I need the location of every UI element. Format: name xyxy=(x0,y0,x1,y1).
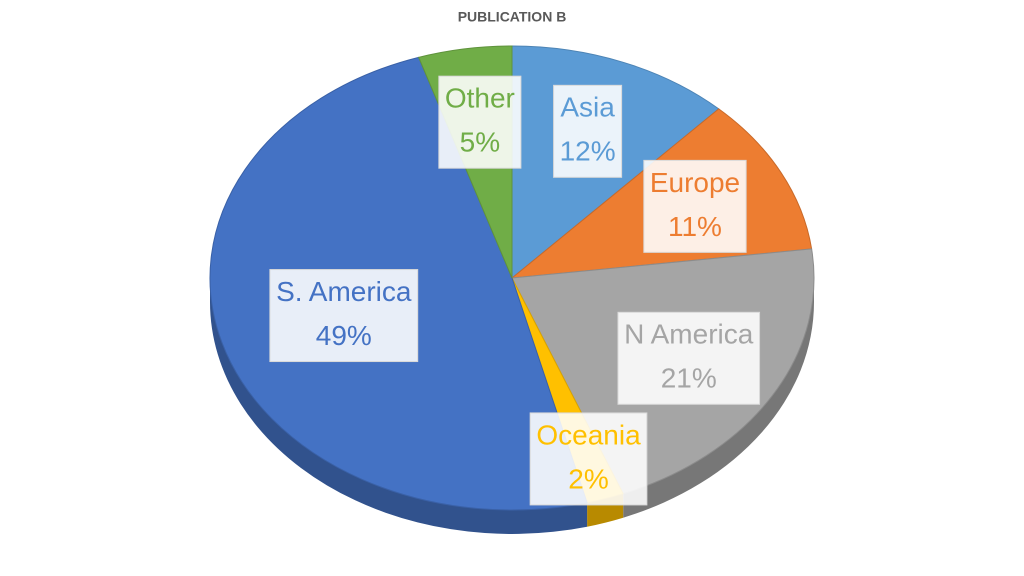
label-box xyxy=(269,269,419,363)
label-value: 12% xyxy=(560,136,616,167)
label-category: Other xyxy=(445,83,515,114)
data-label: Other 5% xyxy=(438,75,522,169)
label-box xyxy=(553,84,623,178)
data-label: Asia 12% xyxy=(553,84,623,178)
label-value: 5% xyxy=(460,127,500,158)
label-value: 49% xyxy=(316,320,372,351)
label-box xyxy=(617,311,761,405)
label-box xyxy=(529,412,648,506)
label-category: Oceania xyxy=(536,419,641,450)
data-label: Oceania 2% xyxy=(529,412,648,506)
label-value: 2% xyxy=(568,463,608,494)
label-box xyxy=(438,75,522,169)
label-category: Asia xyxy=(560,92,615,123)
label-category: S. America xyxy=(276,276,412,307)
data-label: N America 21% xyxy=(617,311,761,405)
data-labels: Asia 12% Europe 11% N America 21% Oceania 2% S. … xyxy=(269,75,761,506)
data-label: S. America 49% xyxy=(269,269,419,363)
data-label: Europe 11% xyxy=(643,159,747,253)
label-value: 11% xyxy=(668,211,722,242)
label-category: N America xyxy=(624,319,754,350)
label-value: 21% xyxy=(661,363,717,394)
chart-title: PUBLICATION B xyxy=(458,9,567,25)
label-category: Europe xyxy=(650,167,740,198)
label-box xyxy=(643,159,747,253)
slice-side xyxy=(210,278,588,534)
